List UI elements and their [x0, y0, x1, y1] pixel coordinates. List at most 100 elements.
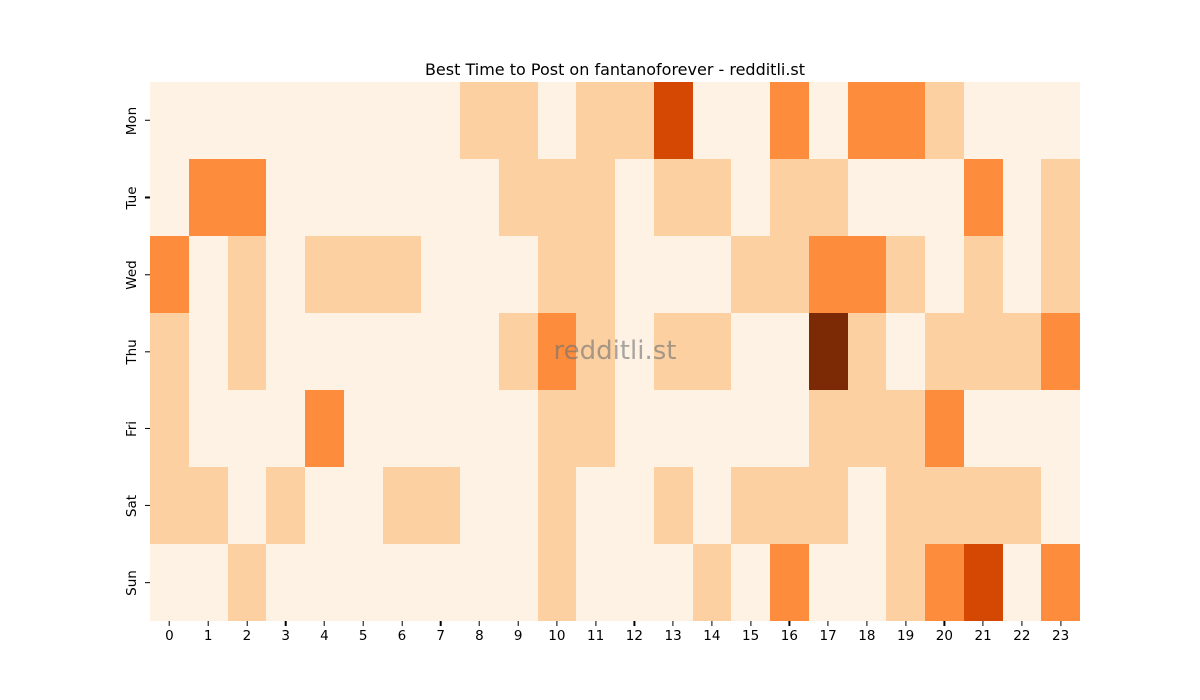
heatmap-cell — [537, 390, 577, 467]
heatmap-cell — [847, 467, 887, 544]
heatmap-cell — [808, 236, 848, 313]
x-tick-mark — [1060, 621, 1062, 626]
heatmap-cell — [653, 159, 693, 236]
x-tick-mark — [168, 621, 170, 626]
heatmap-cell — [188, 159, 228, 236]
heatmap-cell — [615, 159, 654, 236]
y-tick-mark — [145, 350, 150, 353]
heatmap-cell — [498, 82, 538, 159]
heatmap-cell — [188, 313, 228, 390]
heatmap-cell — [847, 236, 887, 313]
heatmap-cell — [498, 159, 538, 236]
heatmap-cell — [421, 313, 460, 390]
heatmap-cell — [537, 467, 577, 544]
heatmap-cell — [460, 544, 499, 621]
x-tick-label: 9 — [513, 628, 523, 644]
heatmap-cell — [692, 236, 732, 313]
heatmap-cell — [692, 544, 732, 621]
x-tick-mark — [401, 621, 403, 626]
x-tick-label: 17 — [819, 628, 837, 644]
heatmap-cell — [498, 467, 538, 544]
x-tick: 5 — [359, 621, 367, 644]
heatmap-cell — [615, 313, 654, 390]
heatmap-cell — [731, 390, 770, 467]
heatmap-cell — [576, 82, 615, 159]
heatmap-cell — [615, 236, 654, 313]
heatmap-cell — [266, 544, 305, 621]
heatmap-cell — [421, 82, 460, 159]
x-tick-label: 12 — [625, 628, 643, 644]
heatmap-cell — [963, 82, 1003, 159]
heatmap-cell — [808, 467, 848, 544]
heatmap-cell — [305, 313, 344, 390]
heatmap-cell — [1041, 390, 1080, 467]
heatmap-cell — [925, 313, 964, 390]
x-tick: 4 — [320, 621, 329, 644]
heatmap-cell — [963, 313, 1003, 390]
heatmap-cell — [227, 82, 267, 159]
x-tick-label: 19 — [897, 628, 915, 644]
heatmap-cell — [615, 544, 654, 621]
heatmap-cell — [576, 544, 615, 621]
x-tick: 15 — [742, 621, 759, 644]
heatmap-cell — [576, 159, 615, 236]
heatmap-cell — [188, 467, 228, 544]
x-tick-mark — [633, 621, 635, 626]
x-tick-label: 4 — [320, 628, 329, 644]
heatmap-cell — [770, 313, 809, 390]
heatmap-cell — [460, 82, 499, 159]
y-tick-mark — [145, 427, 150, 430]
heatmap-cell — [382, 82, 422, 159]
heatmap-cell — [150, 544, 189, 621]
heatmap-cell — [305, 82, 344, 159]
heatmap-cell — [305, 544, 344, 621]
x-tick-mark — [711, 621, 713, 626]
heatmap-cell — [305, 236, 344, 313]
x-tick: 16 — [781, 621, 798, 644]
heatmap-cell — [498, 313, 538, 390]
y-tick-label: Mon — [123, 106, 140, 135]
y-tick-label: Sat — [123, 494, 140, 517]
x-tick: 19 — [897, 621, 914, 644]
heatmap-cell — [421, 544, 460, 621]
x-tick-mark — [440, 621, 442, 626]
heatmap-cell — [653, 467, 693, 544]
heatmap-cell — [150, 467, 189, 544]
heatmap-grid — [150, 82, 1080, 621]
heatmap-cell — [150, 159, 189, 236]
heatmap-cell — [963, 467, 1003, 544]
heatmap-cell — [963, 159, 1003, 236]
heatmap-cell — [537, 544, 577, 621]
heatmap-cell — [653, 236, 693, 313]
heatmap-cell — [266, 313, 305, 390]
x-tick-label: 3 — [281, 628, 290, 644]
heatmap-cell — [498, 390, 538, 467]
heatmap-cell — [498, 236, 538, 313]
x-tick-mark — [595, 621, 597, 626]
chart-title: Best Time to Post on fantanoforever - re… — [424, 60, 806, 79]
heatmap-cell — [886, 82, 925, 159]
y-tick: Tue — [124, 186, 150, 209]
heatmap-cell — [421, 236, 460, 313]
x-tick: 17 — [820, 621, 837, 644]
heatmap-cell — [925, 467, 964, 544]
x-tick: 21 — [975, 621, 992, 644]
heatmap-cell — [925, 82, 964, 159]
x-tick-label: 10 — [548, 628, 566, 644]
heatmap-cell — [576, 467, 615, 544]
heatmap-cell — [460, 236, 499, 313]
heatmap-cell — [770, 236, 809, 313]
x-tick-label: 6 — [397, 628, 407, 644]
heatmap-cell — [150, 82, 189, 159]
heatmap-cell — [847, 159, 887, 236]
x-tick: 18 — [858, 621, 875, 644]
x-tick: 3 — [281, 621, 290, 644]
y-tick: Thu — [124, 339, 150, 364]
heatmap-cell — [770, 467, 809, 544]
heatmap-cell — [886, 467, 925, 544]
heatmap-cell — [382, 467, 422, 544]
heatmap-cell — [731, 544, 770, 621]
x-tick-label: 14 — [703, 628, 721, 644]
y-tick: Sat — [123, 494, 150, 517]
